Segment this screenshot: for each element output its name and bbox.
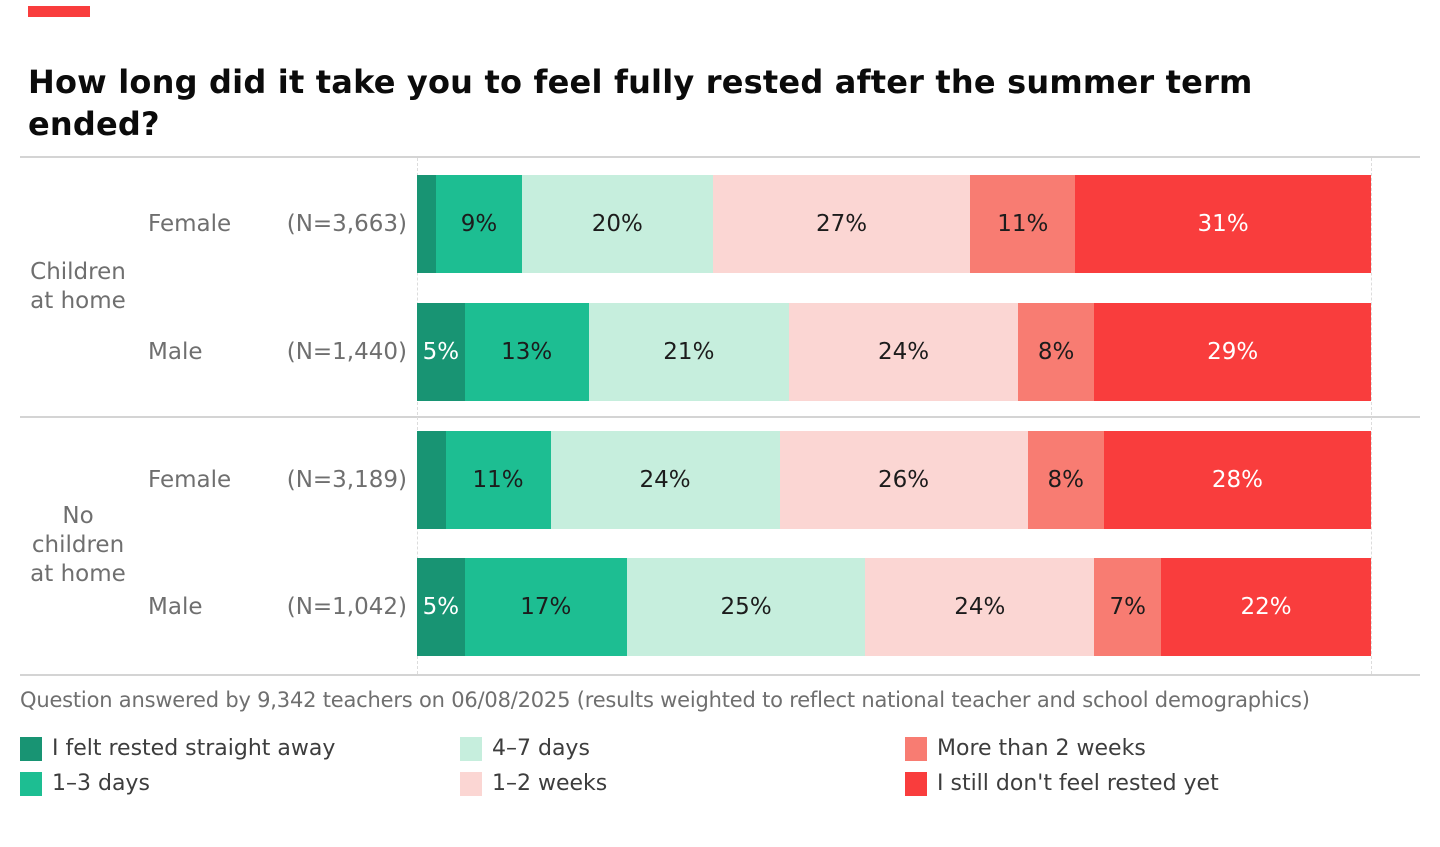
bar-segment-label: 20% — [591, 211, 643, 237]
bar-segment: 24% — [865, 558, 1095, 656]
bar-segment: 26% — [779, 431, 1028, 529]
row-sample-size: (N=3,189) — [286, 467, 407, 493]
bar-segment: 21% — [588, 303, 790, 401]
footnote: Question answered by 9,342 teachers on 0… — [20, 688, 1310, 712]
legend-label: I still don't feel rested yet — [937, 771, 1219, 796]
axis-guide-left — [417, 158, 418, 674]
legend-swatch-pink — [460, 771, 482, 796]
legend-item: 4–7 days — [460, 736, 590, 761]
accent-bar — [28, 6, 90, 17]
bar-segment: 8% — [1017, 303, 1095, 401]
stacked-bar: 5% 13% 21% 24% 8% 29% — [417, 303, 1371, 401]
stacked-bar: 11% 24% 26% 8% 28% — [417, 431, 1371, 529]
bar-segment-label: 24% — [954, 594, 1006, 620]
separator-line-bottom — [20, 674, 1420, 676]
legend-swatch-mint — [460, 736, 482, 761]
bar-segment-label: 26% — [877, 467, 930, 493]
legend-item: More than 2 weeks — [905, 736, 1146, 761]
row-gender-label: Female — [148, 211, 232, 237]
stacked-bar: 5% 17% 25% 24% 7% 22% — [417, 558, 1371, 656]
bar-segment: 7% — [1094, 558, 1162, 656]
bar-segment-label: 5% — [422, 339, 460, 365]
row-gender-label: Female — [148, 467, 232, 493]
bar-segment-label: 25% — [720, 594, 772, 620]
separator-line-top — [20, 156, 1420, 158]
bar-segment: 29% — [1094, 303, 1371, 401]
bar-segment-label: 29% — [1207, 339, 1259, 365]
legend-item: I felt rested straight away — [20, 736, 335, 761]
bar-segment-label: 27% — [815, 211, 868, 237]
bar-segment: 25% — [626, 558, 866, 656]
legend-swatch-salmon — [905, 736, 927, 761]
group-label: No children at home — [30, 503, 126, 587]
bar-segment: 24% — [789, 303, 1018, 401]
bar-segment-label: 13% — [501, 339, 553, 365]
axis-guide-right — [1371, 158, 1372, 674]
row-sample-size: (N=1,042) — [286, 594, 407, 620]
bar-segment: 20% — [521, 175, 713, 273]
group-label: Children at home — [30, 258, 126, 314]
legend-label: I felt rested straight away — [52, 736, 336, 761]
row-gender-label: Male — [148, 594, 203, 620]
bar-segment: 27% — [712, 175, 971, 273]
legend-label: 4–7 days — [492, 736, 590, 761]
bar-segment: 5% — [417, 303, 465, 401]
chart-title: How long did it take you to feel fully r… — [28, 61, 1388, 145]
bar-segment-label: 8% — [1047, 467, 1084, 493]
bar-segment — [417, 431, 446, 529]
chart-title-line-2: ended? — [28, 105, 160, 143]
legend-label: 1–2 weeks — [492, 771, 608, 796]
bar-segment-label: 11% — [472, 467, 524, 493]
bar-segment-label: 21% — [663, 339, 715, 365]
row-sample-size: (N=3,663) — [286, 211, 407, 237]
legend-item: 1–2 weeks — [460, 771, 607, 796]
bar-segment-label: 8% — [1037, 339, 1075, 365]
bar-segment-label: 24% — [877, 339, 930, 365]
bar-segment: 17% — [464, 558, 627, 656]
bar-segment — [417, 175, 437, 273]
row-sample-size: (N=1,440) — [286, 339, 407, 365]
legend-item: 1–3 days — [20, 771, 150, 796]
bar-segment: 22% — [1161, 558, 1371, 656]
bar-segment-label: 9% — [460, 211, 498, 237]
legend-swatch-red — [905, 771, 927, 796]
stacked-bar: 9% 20% 27% 11% 31% — [417, 175, 1371, 273]
bar-segment: 11% — [970, 175, 1076, 273]
legend-label: More than 2 weeks — [937, 736, 1146, 761]
bar-segment: 9% — [436, 175, 522, 273]
legend-label: 1–3 days — [52, 771, 150, 796]
legend-item: I still don't feel rested yet — [905, 771, 1219, 796]
bar-segment-label: 22% — [1240, 594, 1292, 620]
bar-segment: 31% — [1075, 175, 1371, 273]
chart-title-line-1: How long did it take you to feel fully r… — [28, 63, 1253, 101]
row-gender-label: Male — [148, 339, 203, 365]
bar-segment: 11% — [445, 431, 551, 529]
bar-segment: 5% — [417, 558, 465, 656]
bar-segment-label: 17% — [520, 594, 572, 620]
bar-segment: 13% — [464, 303, 589, 401]
bar-segment-label: 31% — [1197, 211, 1249, 237]
legend-swatch-green — [20, 771, 42, 796]
bar-segment-label: 28% — [1211, 467, 1263, 493]
bar-segment: 8% — [1027, 431, 1104, 529]
separator-line-middle — [20, 416, 1420, 418]
bar-segment-label: 24% — [639, 467, 691, 493]
bar-segment-label: 11% — [997, 211, 1049, 237]
bar-segment-label: 7% — [1109, 594, 1146, 620]
bar-segment-label: 5% — [422, 594, 460, 620]
bar-segment: 24% — [550, 431, 780, 529]
bar-segment: 28% — [1103, 431, 1371, 529]
legend-swatch-dark-green — [20, 736, 42, 761]
